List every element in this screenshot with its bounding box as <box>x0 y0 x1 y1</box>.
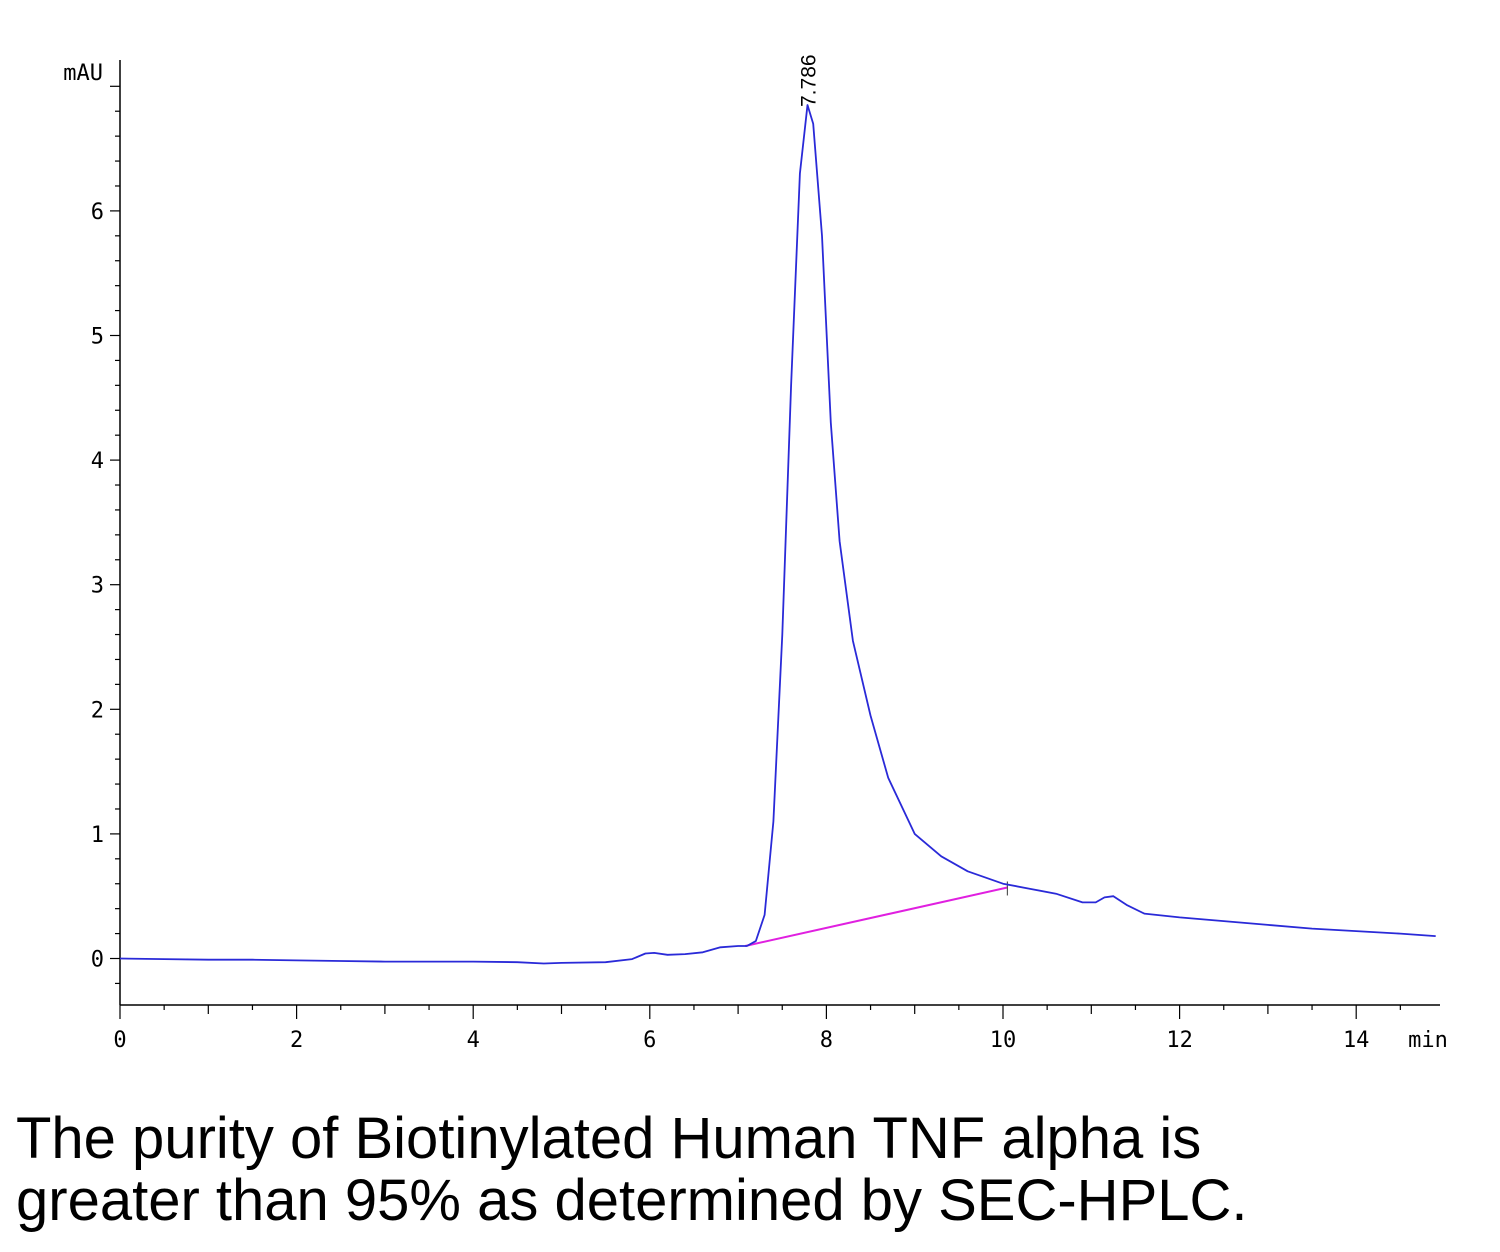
y-tick-label: 2 <box>91 698 104 723</box>
x-tick-label: 0 <box>113 1028 126 1053</box>
y-tick-label: 6 <box>91 200 104 225</box>
caption-line-2: greater than 95% as determined by SEC-HP… <box>16 1168 1248 1233</box>
caption: The purity of Biotinylated Human TNF alp… <box>16 1108 1486 1232</box>
y-tick-label: 1 <box>91 823 104 848</box>
peak-label: 7.786 <box>798 54 821 107</box>
y-tick-label: 3 <box>91 574 104 599</box>
x-tick-label: 4 <box>467 1028 480 1053</box>
labels-layer: 7.786 <box>798 54 821 107</box>
x-tick-label: 8 <box>820 1028 833 1053</box>
x-tick-label: 10 <box>990 1028 1017 1053</box>
y-axis-unit-label: mAU <box>63 61 103 86</box>
x-tick-label: 14 <box>1343 1028 1370 1053</box>
x-tick-label: 6 <box>643 1028 656 1053</box>
series-layer <box>119 104 1436 965</box>
y-tick-label: 0 <box>91 948 104 973</box>
caption-line-1: The purity of Biotinylated Human TNF alp… <box>16 1106 1202 1171</box>
baseline-layer <box>744 881 1009 947</box>
y-tick-label: 4 <box>91 449 104 474</box>
x-tick-label: 12 <box>1166 1028 1193 1053</box>
x-axis-unit-label: min <box>1408 1028 1448 1053</box>
x-tick-label: 2 <box>290 1028 303 1053</box>
series-line-1 <box>119 104 1436 965</box>
integration-baseline <box>744 886 1008 947</box>
y-tick-label: 5 <box>91 325 104 350</box>
